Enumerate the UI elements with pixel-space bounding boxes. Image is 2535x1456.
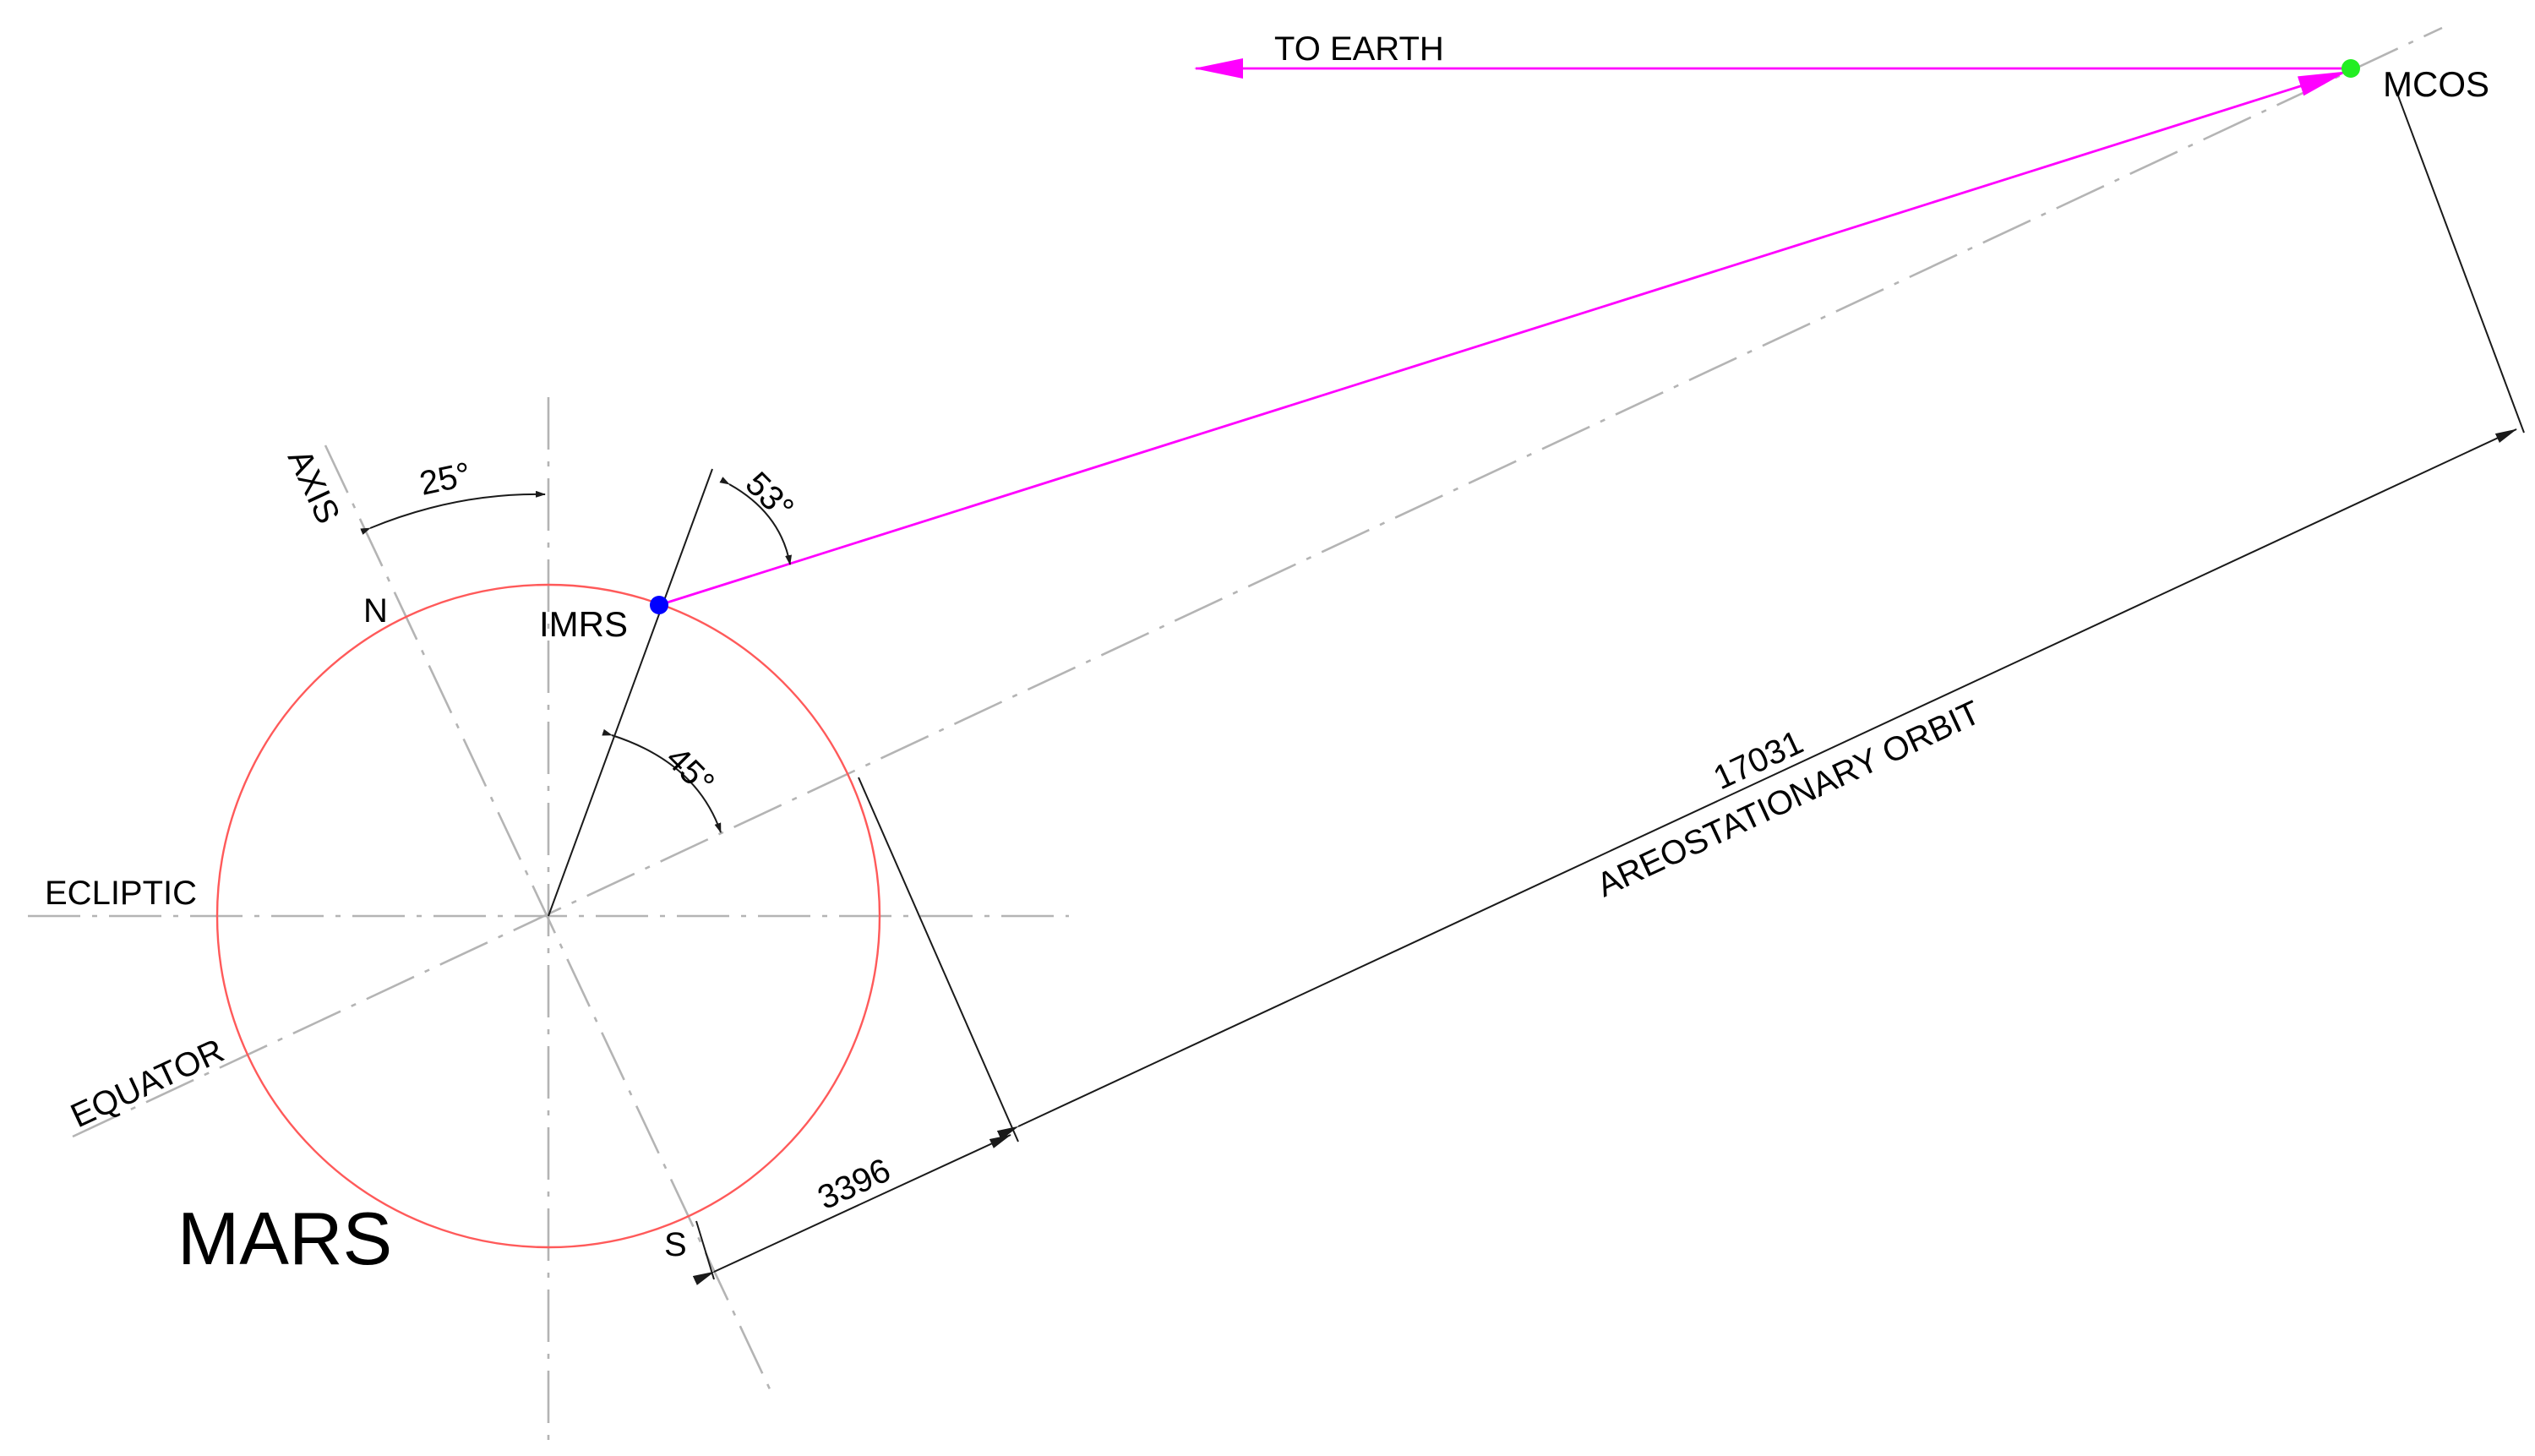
- equator-label: EQUATOR: [65, 1032, 230, 1135]
- planet-name-label: MARS: [177, 1197, 392, 1280]
- mcos-label: MCOS: [2383, 64, 2489, 104]
- extension-line-mcos: [2393, 84, 2525, 434]
- mars-outline: [215, 583, 881, 1249]
- orbit-dimension-line: [996, 428, 2517, 1140]
- axial-tilt-label: 25°: [417, 455, 474, 503]
- south-label: S: [664, 1226, 687, 1263]
- north-label: N: [363, 592, 388, 630]
- imrs-station-dot: [650, 596, 668, 614]
- extension-line-surface: [858, 777, 1019, 1142]
- extension-line-south: [695, 1220, 715, 1280]
- elevation-arc: [719, 477, 792, 565]
- mcos-station-dot: [2341, 59, 2360, 78]
- latitude-label: 45°: [659, 739, 722, 802]
- elevation-label: 53°: [739, 465, 801, 527]
- axis-label: AXIS: [281, 444, 346, 529]
- ecliptic-label: ECLIPTIC: [45, 875, 197, 912]
- imrs-radius-line: [548, 468, 713, 917]
- equator-line: [72, 26, 2443, 1138]
- axial-tilt-arc: [360, 490, 546, 535]
- imrs-label: IMRS: [539, 604, 628, 644]
- imrs-to-mcos-link: [658, 70, 2347, 607]
- radius-dimension-line: [692, 1134, 1011, 1285]
- to-earth-label: TO EARTH: [1274, 30, 1444, 68]
- latitude-arc: [602, 728, 722, 833]
- rotation-axis-line: [324, 444, 772, 1392]
